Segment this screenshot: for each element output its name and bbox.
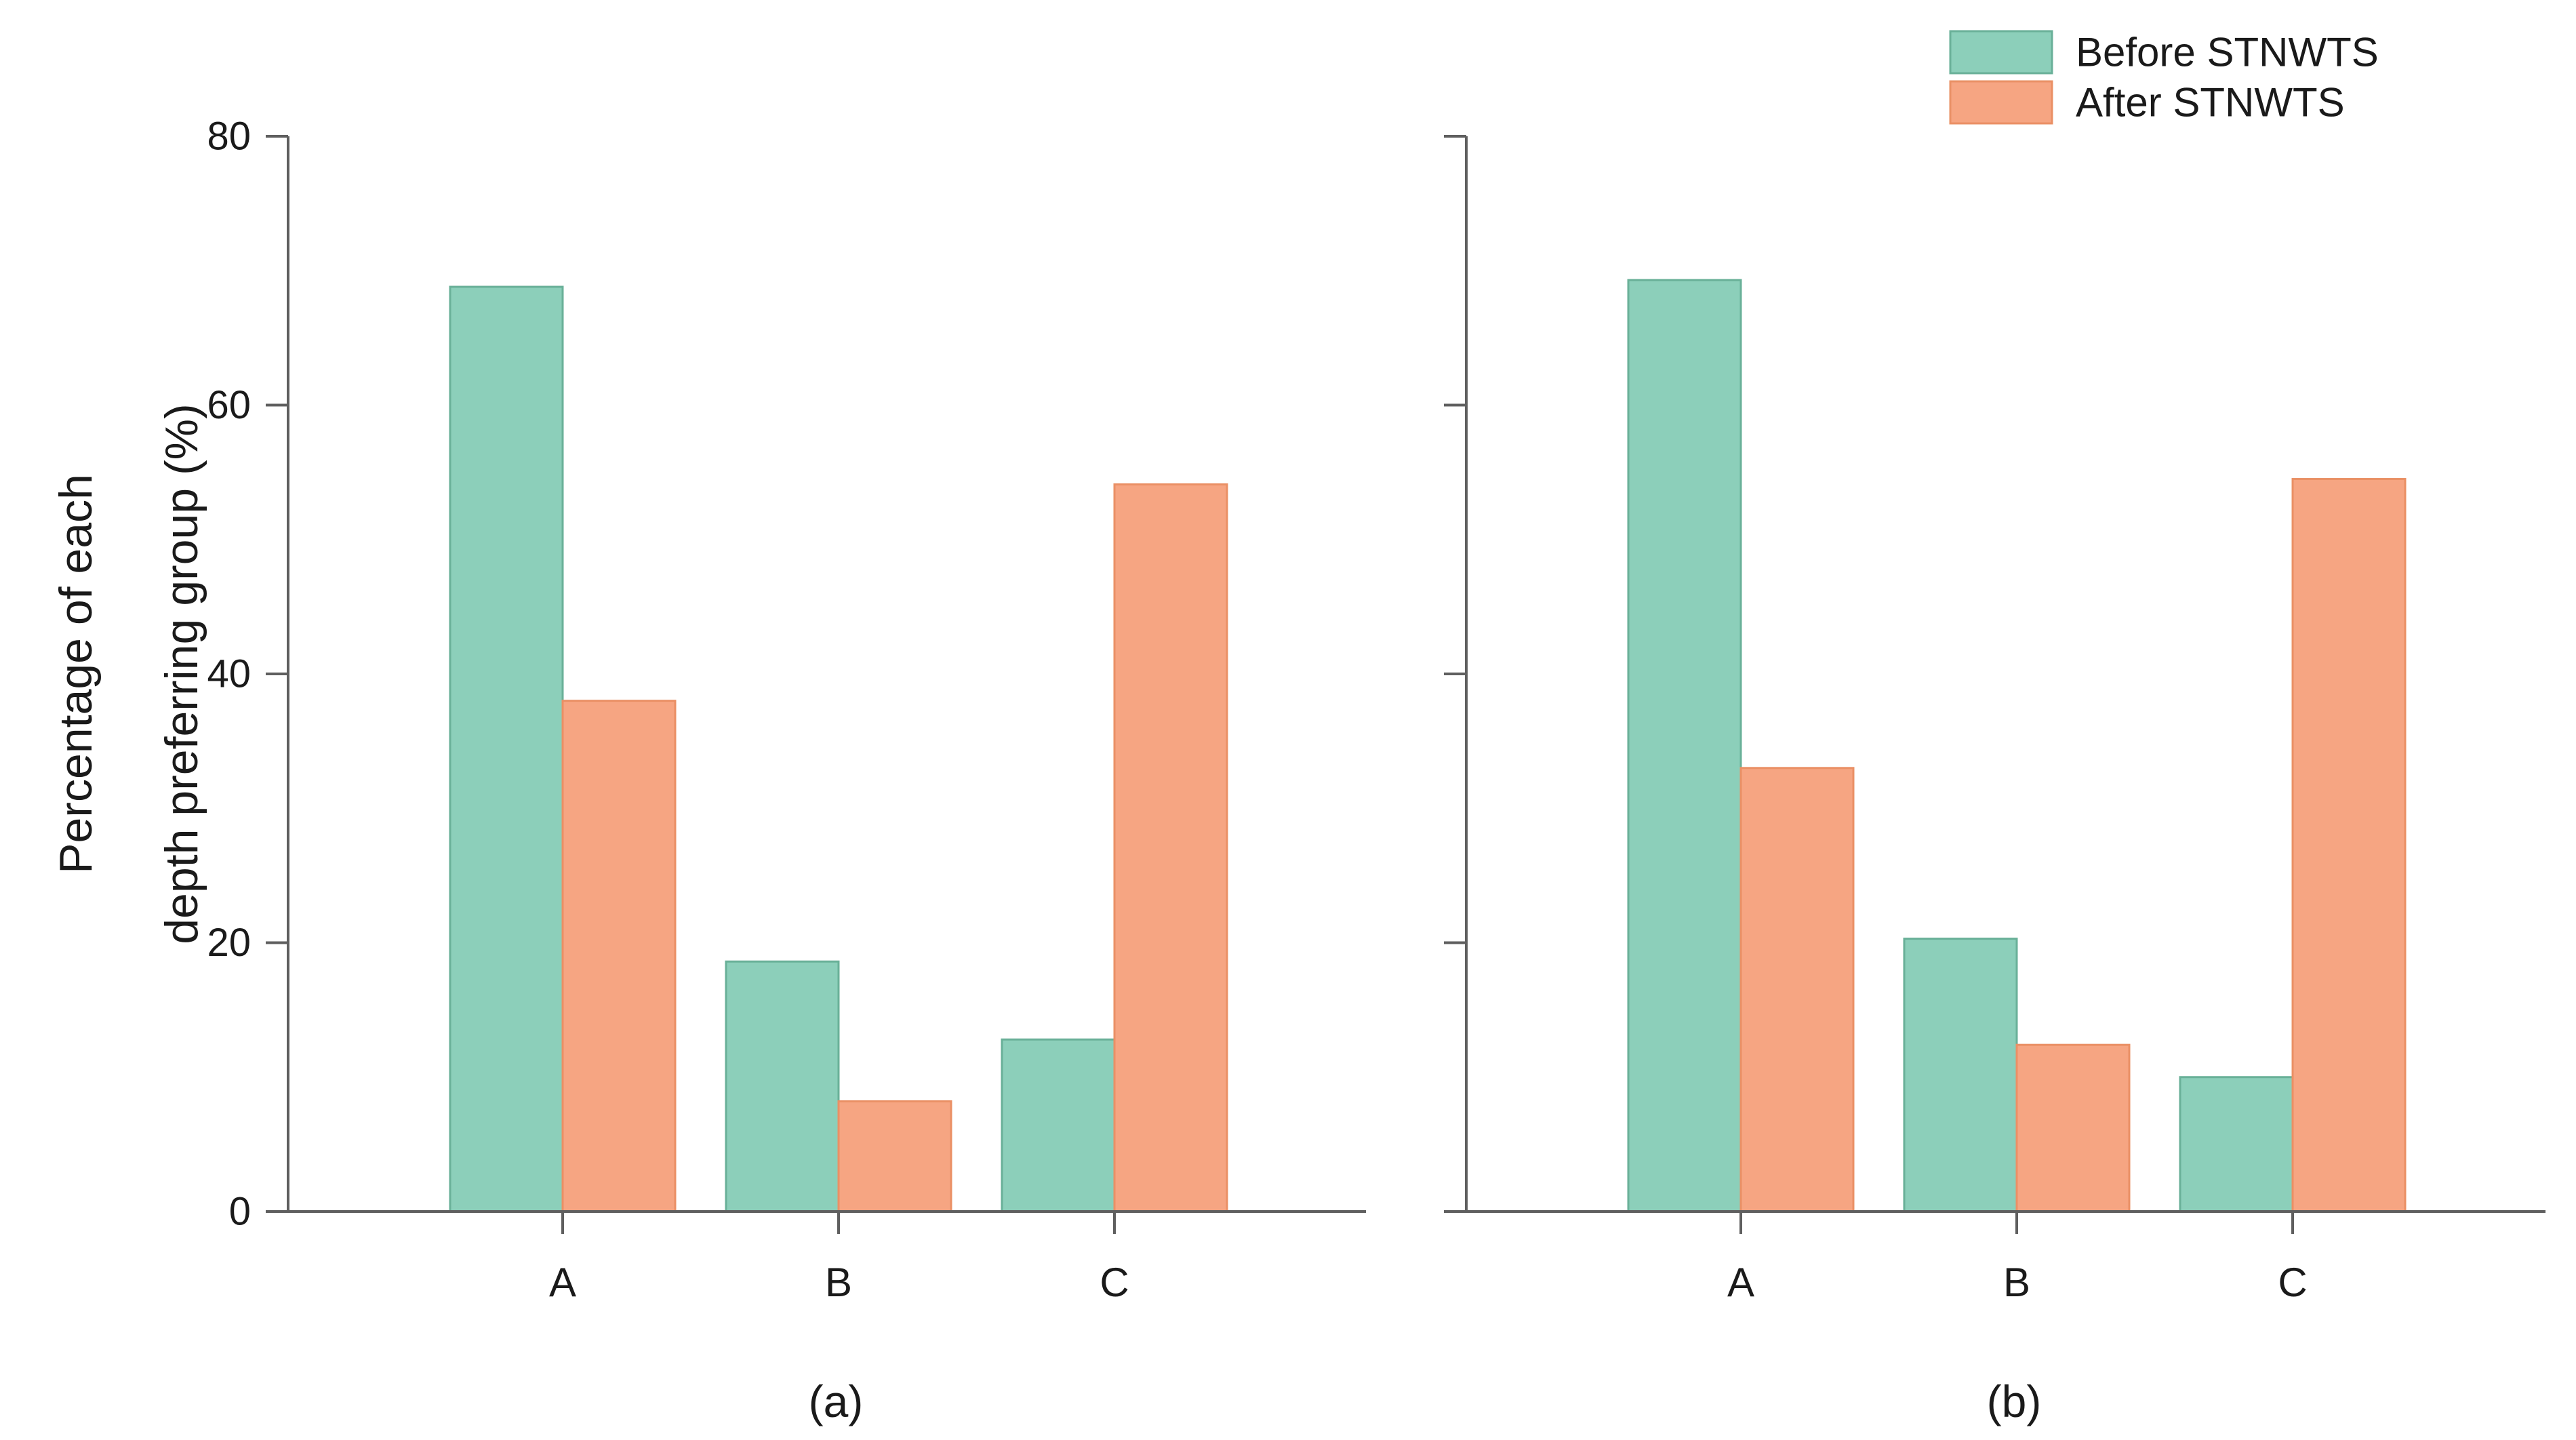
legend-swatch-before <box>1949 30 2053 75</box>
bar-before-B <box>725 960 840 1213</box>
bar-after-C <box>1113 483 1228 1213</box>
bar-before-B <box>1903 938 2018 1213</box>
panel-sublabel-a: (a) <box>809 1376 864 1426</box>
bar-before-C <box>1001 1038 1116 1213</box>
x-category-label-C: C <box>2278 1260 2307 1305</box>
bar-after-B <box>837 1100 952 1213</box>
bar-after-A <box>561 700 677 1213</box>
x-category-label-B: B <box>825 1260 852 1305</box>
bar-after-C <box>2291 478 2407 1213</box>
y-axis-title-line-2: depth preferring group (%) <box>156 403 207 944</box>
x-category-label-A: A <box>549 1260 576 1305</box>
x-category-label-C: C <box>1100 1260 1129 1305</box>
y-tick-label-40: 40 <box>207 652 251 696</box>
legend-label-after: After STNWTS <box>2076 80 2345 125</box>
y-tick-label-20: 20 <box>207 921 251 965</box>
bar-before-C <box>2179 1076 2294 1213</box>
y-tick-label-0: 0 <box>229 1190 251 1234</box>
bar-after-A <box>1739 767 1855 1213</box>
legend-label-before: Before STNWTS <box>2076 30 2379 75</box>
y-tick-label-60: 60 <box>207 383 251 427</box>
bar-before-A <box>449 285 564 1213</box>
x-category-label-A: A <box>1727 1260 1754 1305</box>
panel-sublabel-b: (b) <box>1987 1376 2042 1426</box>
bar-after-B <box>2015 1043 2131 1213</box>
legend-swatch-after <box>1949 80 2053 125</box>
x-category-label-B: B <box>2003 1260 2030 1305</box>
bar-before-A <box>1627 279 1742 1213</box>
y-axis-title-line-1: Percentage of each <box>50 474 102 874</box>
y-tick-label-80: 80 <box>207 115 251 159</box>
